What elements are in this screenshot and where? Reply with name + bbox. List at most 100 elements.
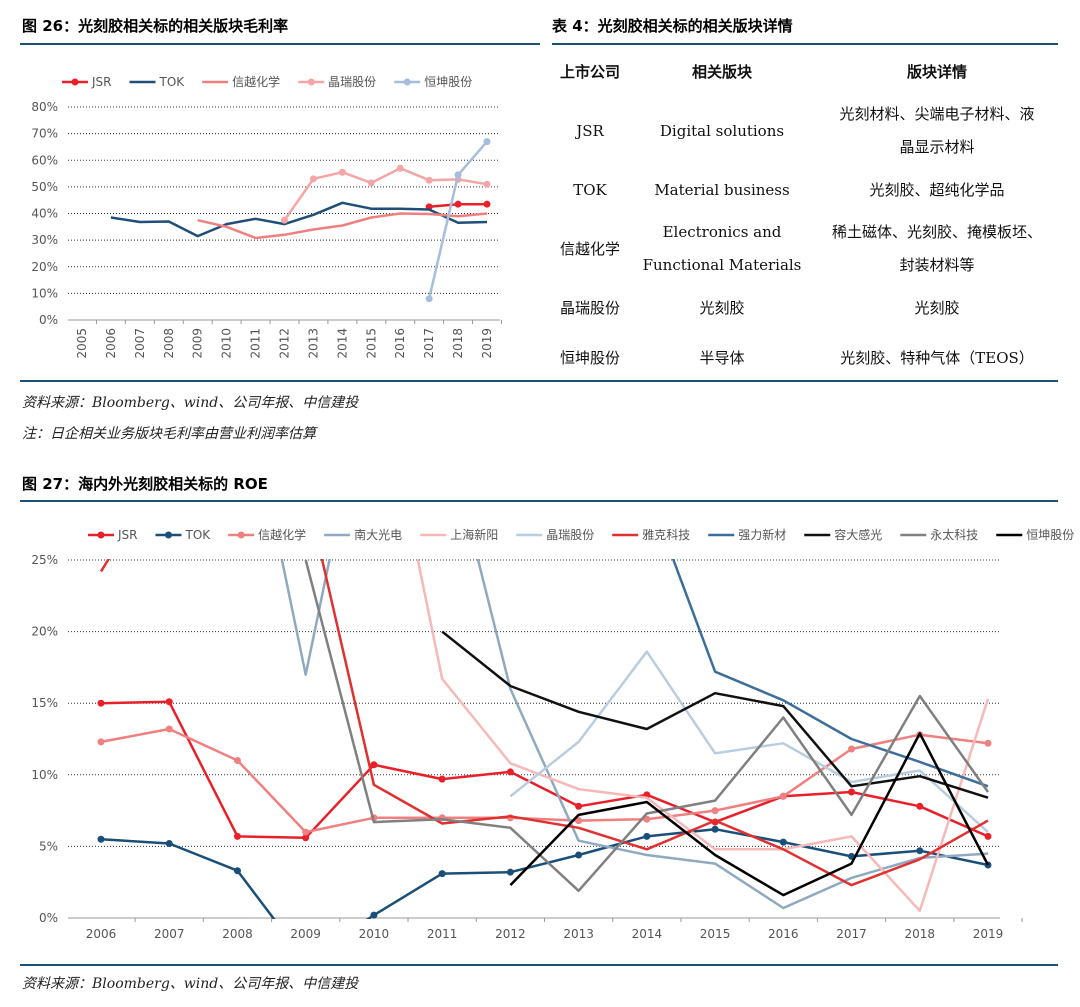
table-cell: 稀土磁体、光刻胶、掩模板坯、 封装材料等: [816, 216, 1058, 282]
table-row: 恒坤股份 半导体 光刻胶、特种气体（TEOS）: [552, 332, 1058, 384]
point: [302, 828, 310, 836]
series-line: [509, 650, 989, 834]
legend-label: 恒坤股份: [424, 74, 472, 89]
cell-line: Digital solutions: [659, 121, 785, 140]
point: [370, 761, 378, 769]
point: [97, 699, 105, 707]
header-cell: 相关版块: [691, 62, 752, 81]
x-tick-label: 2009: [191, 328, 205, 359]
point: [483, 200, 491, 208]
x-tick-label: 2010: [220, 328, 234, 359]
x-tick-label: 2019: [973, 927, 1004, 941]
series-line: [110, 201, 488, 238]
cell-line: 恒坤股份: [559, 348, 620, 367]
point: [302, 957, 309, 964]
x-tick-label: 2016: [768, 927, 799, 941]
y-tick-label: 70%: [31, 127, 58, 141]
series-line: [99, 559, 989, 887]
point: [483, 138, 491, 146]
x-tick-label: 2015: [700, 927, 731, 941]
point: [643, 832, 651, 840]
table: 上市公司 相关版块 版块详情 JSR Digital solutions 光刻材料、尖端电…: [552, 48, 1058, 384]
table-row: 晶瑞股份 光刻胶 光刻胶: [552, 284, 1058, 332]
legend-label: 信越化学: [232, 74, 280, 89]
point: [165, 840, 173, 848]
y-tick-label: 10%: [31, 286, 58, 300]
point: [711, 807, 719, 815]
y-tick-label: 0%: [39, 911, 58, 925]
header-cell: 版块详情: [906, 62, 967, 81]
y-tick-label: 25%: [31, 553, 58, 567]
series-line: [441, 630, 989, 799]
cell-line: 封装材料等: [899, 256, 975, 274]
series-line: [427, 140, 488, 299]
point: [309, 175, 317, 183]
y-tick-label: 20%: [31, 625, 58, 639]
source: 资料来源：Bloomberg、wind、公司年报、中信建投: [22, 395, 360, 411]
legend-marker: [307, 78, 315, 86]
point: [454, 200, 462, 208]
point: [779, 838, 787, 846]
legend-label: 雅克科技: [642, 527, 690, 542]
plot: [97, 559, 992, 964]
point: [338, 168, 346, 176]
table-cell: 光刻胶: [628, 292, 816, 325]
point: [97, 835, 105, 843]
cell-line: 光刻胶: [914, 298, 960, 317]
x-tick-label: 2013: [306, 328, 320, 359]
point: [165, 725, 173, 733]
x-tick-label: 2011: [249, 328, 263, 359]
x-tick-label: 2008: [222, 927, 253, 941]
point: [848, 745, 856, 753]
table-cell: Material business: [628, 174, 816, 207]
x-tick-label: 2014: [632, 927, 663, 941]
x-tick-label: 2018: [904, 927, 935, 941]
point: [575, 817, 583, 825]
x-tick-label: 2012: [495, 927, 526, 941]
point: [367, 179, 375, 187]
point: [984, 739, 992, 747]
point: [302, 834, 310, 842]
x-tick-label: 2010: [359, 927, 390, 941]
point: [165, 698, 173, 706]
point: [425, 176, 433, 184]
y-tick-label: 0%: [39, 313, 58, 327]
series-line: [100, 827, 989, 919]
legend-marker: [165, 531, 172, 539]
x-tick-label: 2008: [162, 328, 176, 359]
source: 资料来源：Bloomberg、wind、公司年报、中信建投: [22, 976, 360, 992]
point: [425, 295, 433, 303]
x-tick-label: 2015: [364, 328, 378, 359]
series-line: [509, 732, 990, 897]
x-tick-label: 2014: [335, 328, 349, 359]
x-tick-label: 2007: [154, 927, 185, 941]
plot: [110, 138, 491, 303]
point: [575, 802, 583, 810]
point: [438, 870, 446, 878]
legend-label: 晶瑞股份: [546, 528, 594, 542]
cell-line: 稀土磁体、光刻胶、掩模板坯、: [831, 223, 1042, 241]
point: [643, 815, 651, 823]
series-line: [416, 559, 990, 913]
x-tick-label: 2006: [86, 927, 117, 941]
table-cell: 信越化学: [552, 233, 628, 266]
legend-label: 强力新材: [738, 527, 786, 542]
point: [233, 756, 241, 764]
cell-line: 半导体: [699, 348, 745, 367]
cell-line: 光刻胶、超纯化学品: [869, 180, 1005, 199]
cell-line: JSR: [576, 121, 604, 140]
x-tick-label: 2019: [480, 328, 494, 359]
table-cell: JSR: [552, 115, 628, 148]
table-row: TOK Material business 光刻胶、超纯化学品: [552, 166, 1058, 214]
cell-line: 光刻胶、特种气体（TEOS）: [840, 348, 1034, 367]
x-tick-label: 2011: [427, 927, 458, 941]
point: [779, 792, 787, 800]
cell-line: 信越化学: [559, 239, 620, 258]
x-tick-label: 2007: [133, 328, 147, 359]
x-tick-label: 2009: [290, 927, 321, 941]
point: [233, 867, 241, 875]
legend-label: 容大感光: [834, 527, 882, 542]
series-line: [100, 727, 989, 834]
legend-label: TOK: [159, 75, 186, 89]
point: [454, 171, 462, 179]
